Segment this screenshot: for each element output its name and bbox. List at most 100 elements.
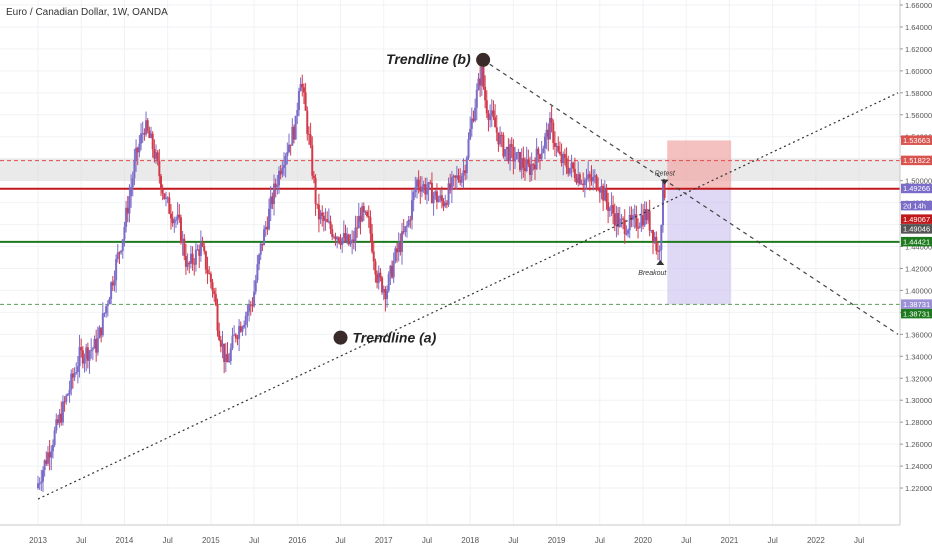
candle-body: [489, 115, 492, 121]
candle-body: [464, 170, 467, 174]
candle-body: [244, 315, 247, 325]
candle-body: [218, 330, 221, 340]
candle-body: [454, 175, 457, 178]
price-tick-label: 1.34000: [905, 352, 932, 361]
candle-body: [55, 419, 58, 431]
candle-body: [236, 338, 239, 340]
candle-body: [459, 179, 462, 183]
candle-body: [271, 196, 274, 205]
candle-body: [590, 177, 593, 182]
candle-body: [140, 133, 143, 144]
candle-body: [651, 230, 654, 242]
candle-body: [637, 227, 640, 229]
candle-body: [352, 239, 355, 242]
candle-body: [284, 156, 287, 166]
candle-body: [437, 199, 440, 202]
candle-body: [73, 373, 76, 378]
candle-body: [520, 158, 523, 170]
candle-body: [329, 221, 332, 230]
candle-body: [650, 230, 653, 232]
candle-body: [171, 218, 174, 224]
candle-body: [183, 238, 186, 257]
candle-body: [292, 126, 295, 140]
candle-body: [304, 92, 307, 111]
candle-body: [510, 144, 513, 147]
candle-body: [168, 197, 171, 214]
time-tick-label: 2020: [634, 536, 652, 545]
time-tick-label: 2016: [288, 536, 306, 545]
candle-body: [570, 162, 573, 169]
candle-body: [527, 159, 530, 165]
candle-body: [562, 154, 565, 163]
candle-body: [297, 91, 300, 111]
candle-body: [653, 236, 656, 242]
candle-body: [638, 226, 641, 228]
candle-body: [37, 483, 39, 489]
candle-body: [258, 254, 261, 265]
candle-body: [224, 354, 227, 363]
retest-arrow: [660, 179, 669, 185]
candle-body: [535, 148, 538, 170]
candle-body: [179, 217, 182, 243]
candle-body: [553, 142, 556, 147]
candle-body: [120, 250, 123, 253]
candle-body: [108, 299, 111, 305]
trendline-b-marker: [476, 52, 491, 67]
candle-body: [80, 347, 83, 351]
price-badge: [901, 155, 932, 166]
price-tick-label: 1.66000: [905, 1, 932, 10]
candle-body: [640, 215, 643, 227]
candle-body: [371, 233, 374, 252]
candle-body: [575, 178, 578, 183]
candle-body: [494, 117, 497, 128]
candle-body: [178, 214, 181, 218]
candle-body: [209, 273, 212, 283]
candle-body: [186, 262, 189, 267]
candle-body: [628, 214, 631, 231]
candle-body: [402, 231, 405, 233]
candle-body: [420, 187, 423, 192]
candle-body: [166, 197, 169, 199]
candle-body: [585, 178, 588, 181]
candle-body: [138, 143, 141, 153]
price-tick-label: 1.22000: [905, 484, 932, 493]
price-badge-label: 1.51822: [903, 156, 930, 165]
candle-body: [287, 144, 290, 153]
candle-body: [462, 170, 465, 176]
candle-body: [38, 483, 41, 485]
price-tick-label: 1.40000: [905, 286, 932, 295]
candle-body: [341, 238, 344, 245]
price-badge-label: 2d 14h: [903, 201, 926, 210]
candle-body: [530, 164, 533, 175]
price-badge: [901, 224, 932, 234]
candle-body: [415, 179, 418, 188]
candle-body: [369, 217, 372, 234]
candle-body: [243, 324, 246, 328]
price-tick-label: 1.42000: [905, 264, 932, 273]
candle-body: [425, 189, 428, 195]
candle-body: [361, 206, 364, 222]
candle-body: [266, 226, 269, 230]
candle-body: [396, 248, 399, 253]
candle-body: [379, 272, 382, 278]
candle-body: [580, 183, 583, 185]
trendline-a-label: Trendline (a): [353, 330, 437, 346]
candle-body: [605, 189, 608, 203]
breakout-label: Breakout: [638, 270, 667, 277]
candle-body: [557, 146, 560, 152]
candle-body: [455, 175, 458, 178]
price-badge-label: 1.44421: [903, 237, 930, 246]
candle-body: [583, 180, 586, 186]
candle-body: [48, 452, 51, 458]
candle-body: [71, 373, 74, 378]
candle-body: [299, 83, 302, 92]
candle-body: [366, 211, 369, 217]
candle-body: [477, 78, 480, 90]
candle-body: [376, 274, 379, 283]
candle-body: [351, 239, 354, 243]
symbol-title: Euro / Canadian Dollar, 1W, OANDA: [6, 7, 168, 18]
candle-body: [78, 347, 81, 367]
price-tick-label: 1.28000: [905, 418, 932, 427]
time-tick-label: 2014: [116, 536, 134, 545]
